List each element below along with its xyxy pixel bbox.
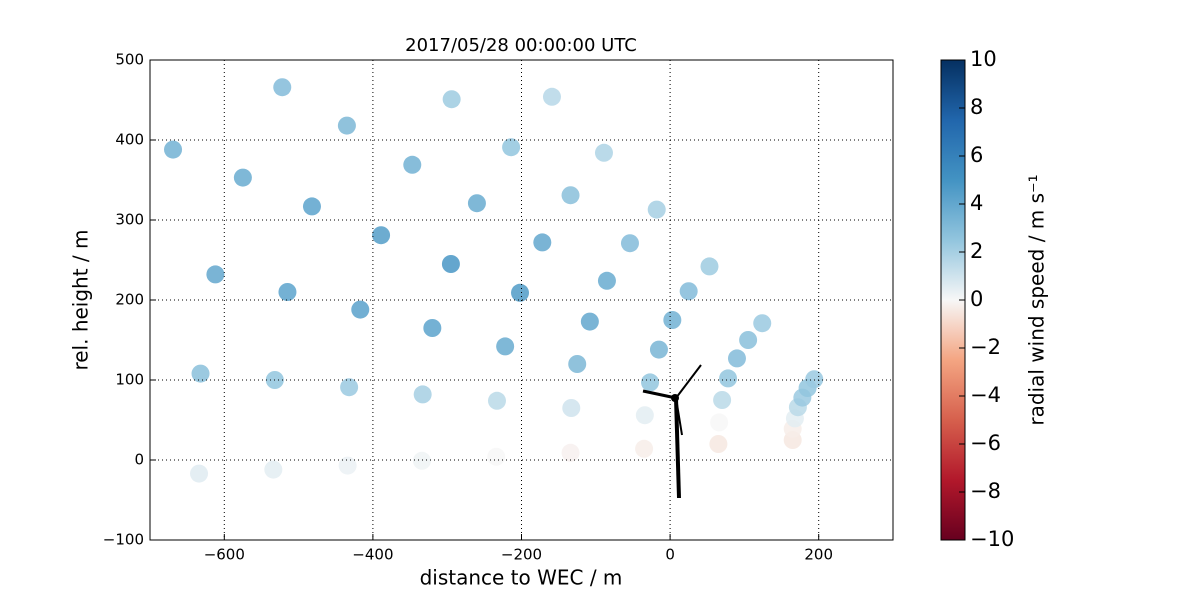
- scatter-point: [413, 385, 432, 404]
- x-tick-label: −400: [352, 546, 393, 564]
- scatter-point: [641, 373, 660, 392]
- colorbar-tick-label: 8: [970, 95, 983, 119]
- scatter-point: [635, 439, 654, 458]
- scatter-point: [561, 443, 580, 462]
- scatter-point: [487, 391, 506, 410]
- scatter-point: [679, 282, 698, 301]
- x-tick-label: 0: [665, 546, 675, 564]
- scatter-point: [561, 186, 580, 205]
- colorbar-tick-label: −10: [970, 527, 1014, 551]
- x-tick-label: −200: [501, 546, 542, 564]
- grid: [150, 59, 893, 541]
- colorbar-tick-label: 6: [970, 143, 983, 167]
- y-tick-label: 200: [115, 291, 144, 309]
- scatter-point: [412, 451, 431, 470]
- scatter-point: [403, 155, 422, 174]
- scatter-point: [620, 234, 639, 253]
- y-tick-label: 0: [134, 451, 144, 469]
- scatter-point: [649, 340, 668, 359]
- scatter-point: [663, 311, 682, 329]
- scatter-point: [206, 265, 225, 284]
- scatter-point: [278, 283, 297, 301]
- colorbar-tick-label: 0: [970, 287, 983, 311]
- scatter-point: [372, 226, 391, 245]
- colorbar-tick-label: −6: [970, 431, 1001, 455]
- scatter-point: [709, 435, 728, 453]
- colorbar-tick-label: −2: [970, 335, 1001, 359]
- scatter-point: [710, 413, 729, 432]
- colorbar-tick-label: 4: [970, 191, 983, 215]
- scatter-point: [719, 369, 738, 388]
- scatter-point: [635, 406, 654, 425]
- scatter-point: [533, 233, 552, 252]
- y-tick-label: 100: [115, 371, 144, 389]
- scatter-point: [351, 300, 370, 319]
- scatter-point: [542, 87, 561, 106]
- y-tick-label: 300: [115, 211, 144, 229]
- scatter-point: [423, 319, 442, 337]
- scatter-point: [487, 447, 506, 466]
- colorbar-tick-label: −8: [970, 479, 1001, 503]
- scatter-point: [597, 271, 616, 290]
- scatter-point: [713, 391, 732, 409]
- scatter-point: [340, 378, 359, 397]
- scatter-point: [502, 138, 521, 157]
- scatter-point: [594, 143, 613, 162]
- scatter-point: [442, 90, 461, 109]
- scatter-point: [302, 197, 321, 216]
- scatter-point: [264, 460, 283, 479]
- scatter-point: [467, 194, 486, 213]
- scatter-point: [496, 337, 515, 356]
- wind-turbine: [642, 364, 702, 499]
- y-tick-label: −100: [103, 531, 144, 549]
- scatter-point: [805, 370, 824, 389]
- scatter-point: [580, 312, 599, 331]
- colorbar-tick-label: 10: [970, 47, 997, 71]
- scatter-point: [338, 456, 357, 475]
- scatter-point: [164, 140, 183, 159]
- scatter-point: [562, 399, 581, 417]
- scatter-point: [337, 116, 356, 135]
- point-layer: [164, 78, 824, 483]
- y-tick-label: 400: [115, 131, 144, 149]
- scatter-point: [700, 257, 719, 276]
- scatter-point: [727, 349, 746, 368]
- y-tick-label: 500: [115, 51, 144, 69]
- scatter-point: [511, 283, 530, 302]
- scatter-point: [739, 331, 758, 349]
- scatter-point: [647, 200, 666, 219]
- x-tick-label: −600: [204, 546, 245, 564]
- x-axis-label: distance to WEC / m: [420, 566, 623, 590]
- colorbar-tick-label: −4: [970, 383, 1001, 407]
- colorbar-tick-label: 2: [970, 239, 983, 263]
- colorbar-label: radial wind speed / m s⁻¹: [1025, 174, 1049, 425]
- scatter-point: [191, 364, 210, 383]
- x-tick-label: 200: [804, 546, 833, 564]
- y-axis-label: rel. height / m: [69, 229, 93, 370]
- scatter-point: [753, 314, 772, 333]
- scatter-point: [441, 255, 460, 273]
- scatter-point: [273, 78, 292, 97]
- chart-title: 2017/05/28 00:00:00 UTC: [405, 35, 637, 56]
- scatter-point: [233, 168, 252, 187]
- scatter-point: [190, 464, 209, 483]
- scatter-point: [568, 355, 587, 373]
